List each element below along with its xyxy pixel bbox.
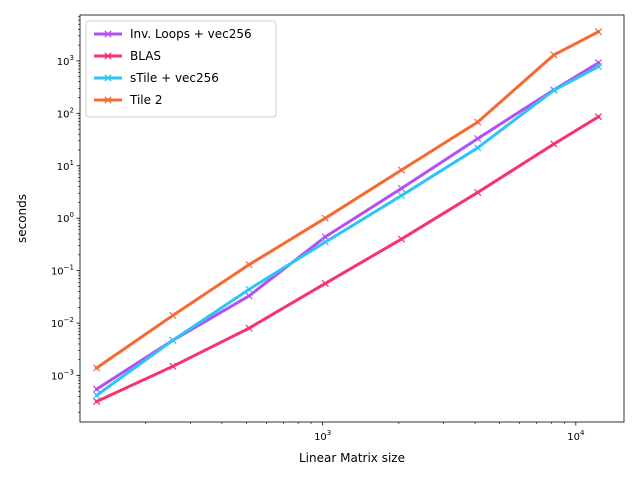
data-point [474,188,482,197]
data-point [550,51,558,59]
legend-entry: sTile + vec256 [94,71,219,85]
y-tick-label: 102 [57,106,74,120]
data-point [245,324,253,332]
series-layer [93,28,603,406]
data-point [245,261,253,269]
data-point [93,391,101,399]
data-point [321,238,329,246]
legend-label: sTile + vec256 [130,71,219,85]
y-tick-label: 100 [57,211,74,225]
x-axis: 103 104 [145,422,585,443]
legend-label: Inv. Loops + vec256 [130,27,252,41]
legend-entry: Tile 2 [94,93,162,107]
data-point [93,385,101,393]
x-tick-label: 104 [567,429,585,443]
y-tick-label: 10−3 [51,369,74,383]
data-point [397,166,406,174]
x-axis-label: Linear Matrix size [299,451,405,465]
y-axis: 10−3 10−2 10−1 100 101 102 103 [51,16,80,413]
data-point [397,235,406,243]
data-point [93,397,101,406]
data-point [550,86,558,94]
data-point [169,336,177,344]
data-point [93,364,101,372]
data-point [245,292,253,300]
legend-entry: Inv. Loops + vec256 [94,27,252,41]
legend-entry: BLAS [94,49,161,63]
data-point [594,62,603,71]
series-line-4 [94,29,601,370]
legend: Inv. Loops + vec256 BLAS sTile + vec256 Til… [85,20,277,118]
data-point [474,134,482,143]
data-point [169,311,177,320]
data-point [397,184,406,193]
data-point [169,362,177,370]
data-point [594,113,603,121]
y-tick-label: 103 [57,54,74,68]
data-point [474,118,482,126]
y-tick-label: 10−2 [51,316,74,330]
y-tick-label: 101 [57,159,74,173]
data-point [321,214,329,222]
y-tick-label: 10−1 [51,264,74,278]
data-point [550,140,558,148]
x-tick-label: 103 [314,429,331,443]
y-axis-label: seconds [15,194,29,243]
data-point [594,28,603,36]
data-point [474,144,482,152]
series-line-3 [94,64,601,398]
data-point [321,233,329,241]
legend-label: Tile 2 [129,93,162,107]
data-point [397,191,406,200]
series-line-2 [94,114,601,404]
data-point [321,279,329,288]
legend-box [85,20,277,118]
legend-label: BLAS [130,49,161,63]
data-point [245,285,253,293]
